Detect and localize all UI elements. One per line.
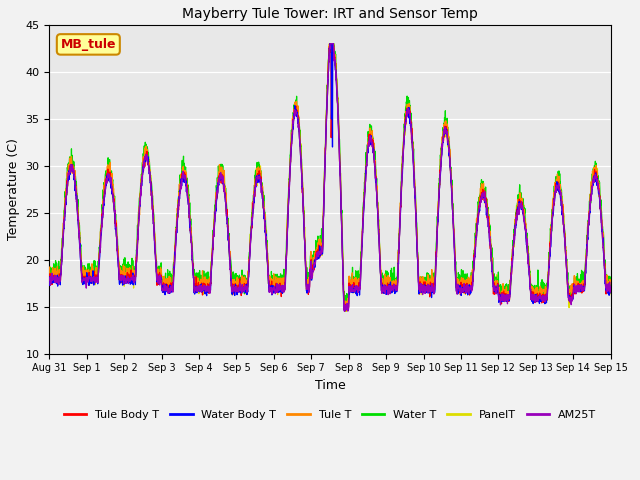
Text: MB_tule: MB_tule	[61, 38, 116, 51]
X-axis label: Time: Time	[315, 379, 346, 392]
Title: Mayberry Tule Tower: IRT and Sensor Temp: Mayberry Tule Tower: IRT and Sensor Temp	[182, 7, 478, 21]
Y-axis label: Temperature (C): Temperature (C)	[7, 138, 20, 240]
Legend: Tule Body T, Water Body T, Tule T, Water T, PanelT, AM25T: Tule Body T, Water Body T, Tule T, Water…	[60, 405, 600, 424]
